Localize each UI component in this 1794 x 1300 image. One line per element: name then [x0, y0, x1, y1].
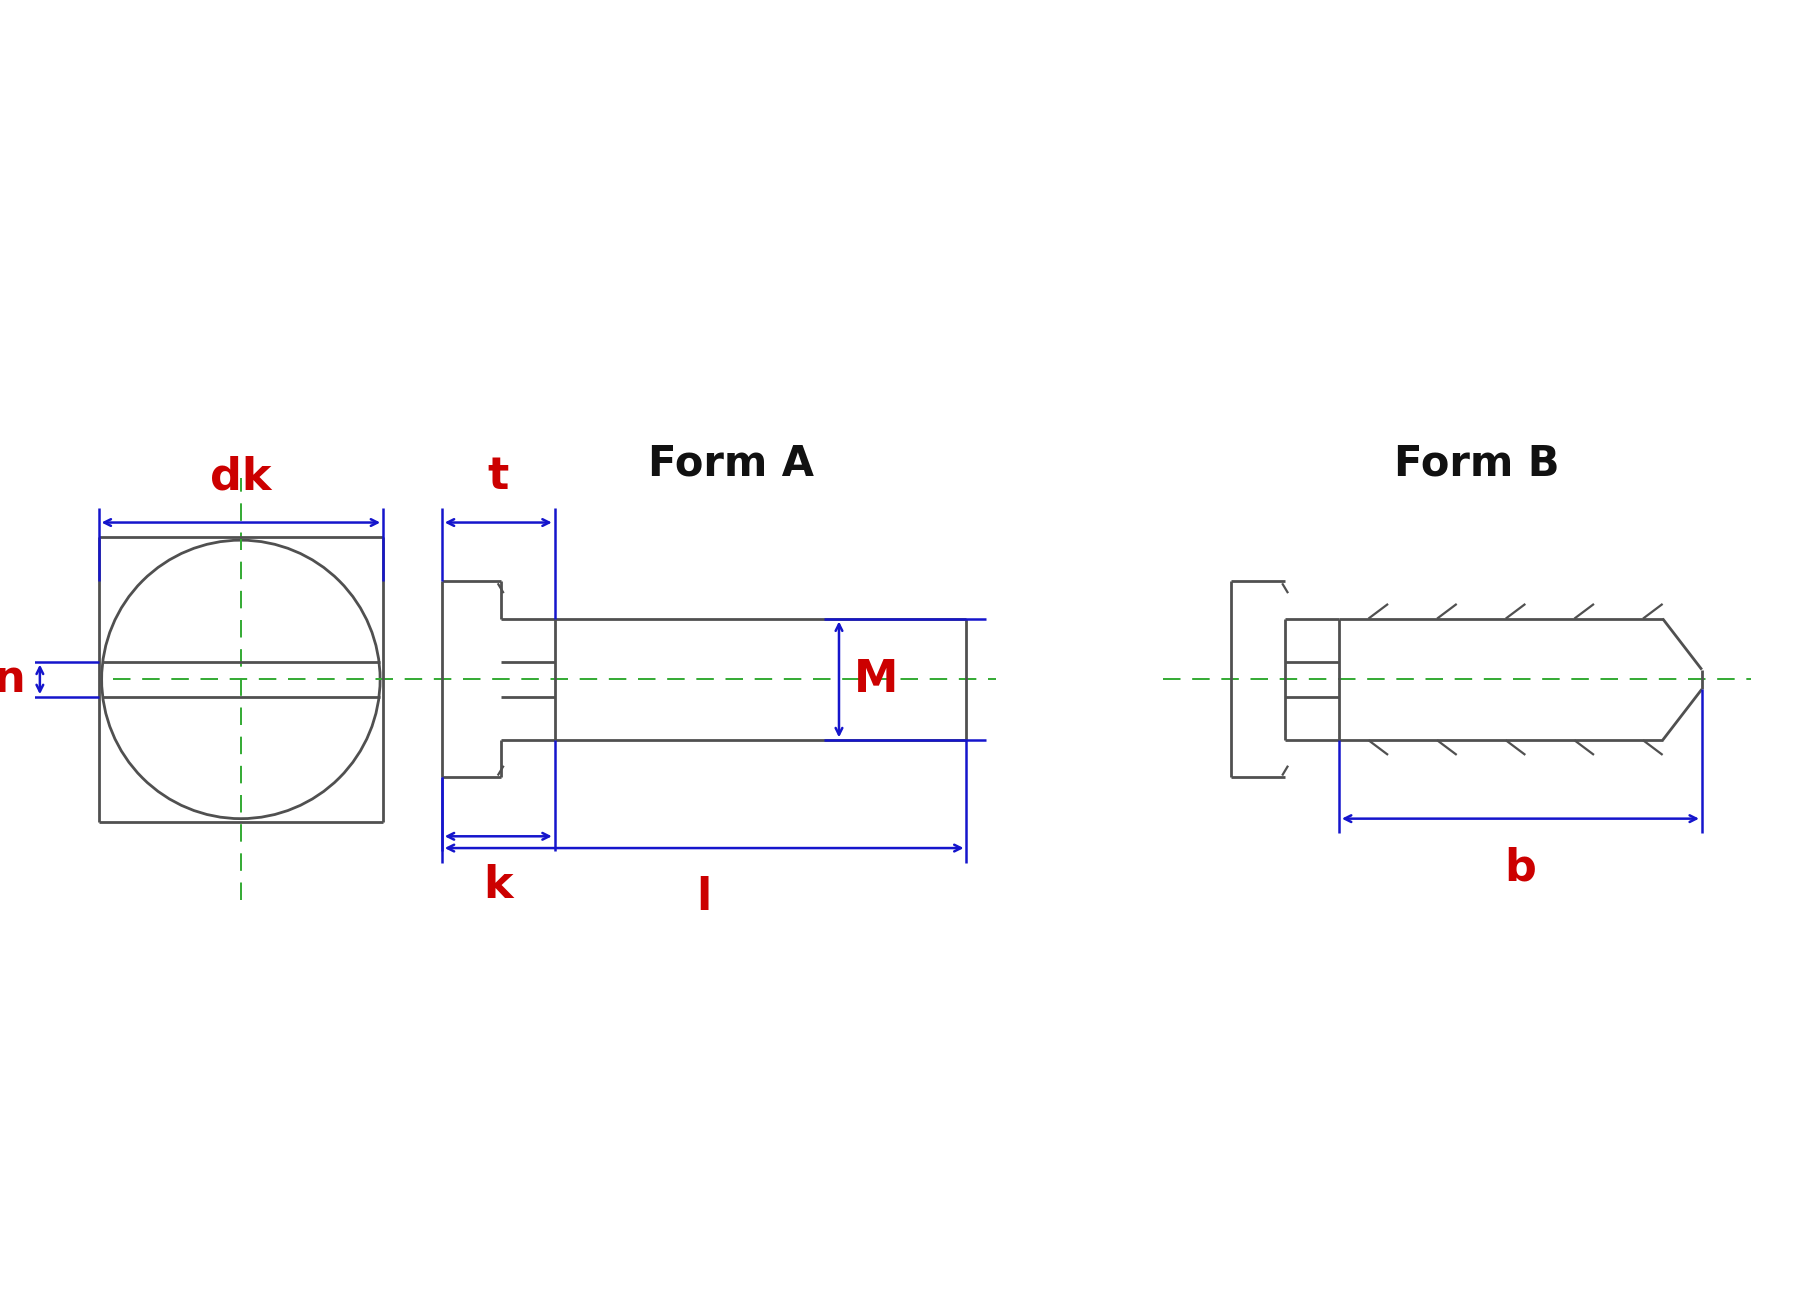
Text: M: M: [854, 658, 899, 701]
Text: dk: dk: [210, 455, 271, 498]
Text: l: l: [696, 875, 712, 919]
Text: n: n: [0, 658, 25, 701]
Text: Form A: Form A: [648, 443, 814, 485]
Text: k: k: [483, 863, 513, 907]
Text: Form B: Form B: [1394, 443, 1559, 485]
Text: b: b: [1505, 846, 1536, 889]
Text: t: t: [488, 455, 509, 498]
